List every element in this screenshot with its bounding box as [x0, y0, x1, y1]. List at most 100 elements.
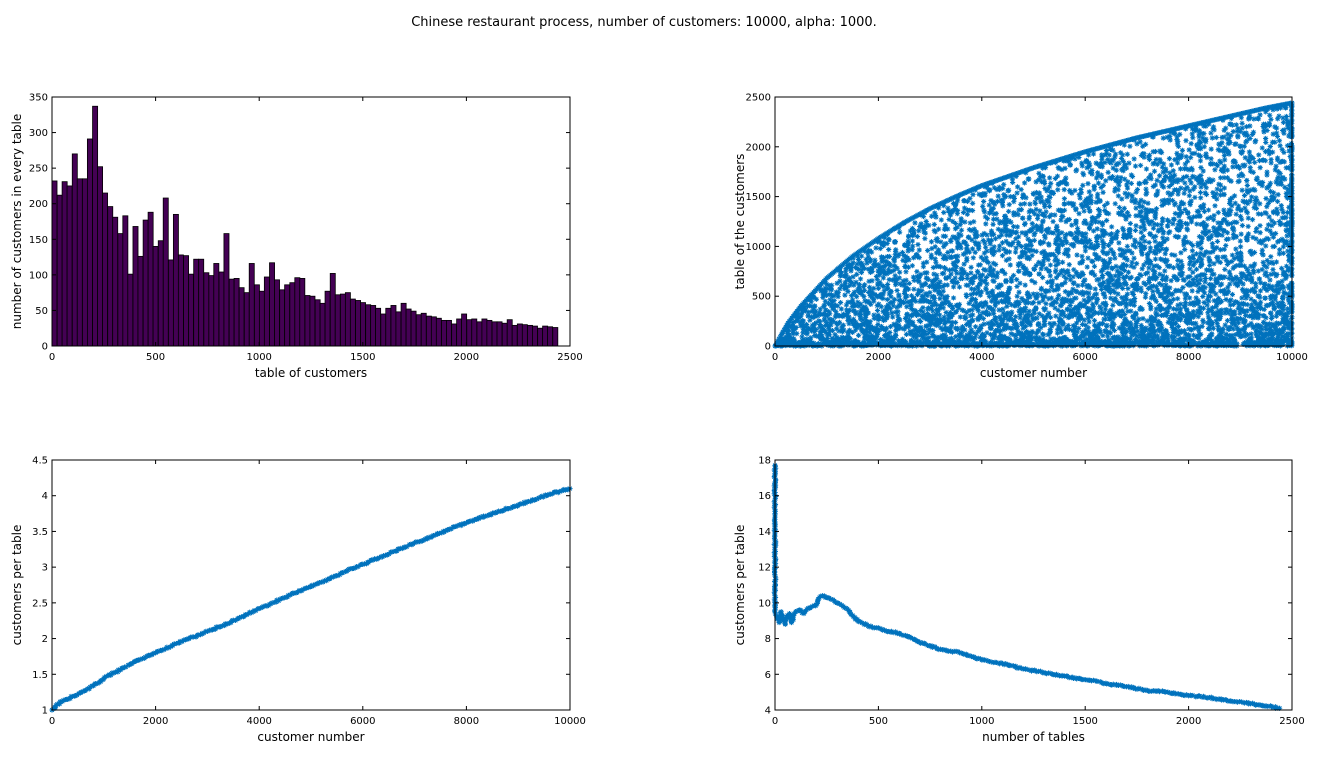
scatter-point [873, 273, 880, 280]
scatter-point [1103, 302, 1109, 308]
scatter-point [1275, 239, 1281, 245]
scatter-point [953, 194, 959, 200]
scatter-point [1233, 274, 1239, 280]
scatter-point [1091, 330, 1098, 337]
scatter-point [1170, 316, 1176, 322]
scatter-point [1257, 223, 1263, 229]
scatter-point [1070, 286, 1076, 292]
scatter-point [1085, 325, 1091, 331]
scatter-point [1188, 320, 1195, 326]
scatter-point [964, 189, 971, 195]
scatter-point [1061, 158, 1067, 164]
scatter-point [847, 282, 853, 289]
scatter-point [1039, 226, 1045, 232]
scatter-point [1004, 311, 1010, 317]
histogram-bar [198, 258, 205, 347]
scatter-point [1284, 312, 1290, 318]
scatter-point [1162, 251, 1168, 257]
scatter-point [950, 266, 956, 273]
scatter-point [1190, 253, 1196, 259]
scatter-point [998, 298, 1005, 304]
scatter-point [1133, 244, 1139, 250]
scatter-point [1269, 286, 1276, 293]
scatter-point [1169, 191, 1175, 197]
scatter-point [1219, 232, 1225, 238]
scatter-point [1131, 302, 1137, 308]
scatter-point [901, 290, 908, 297]
scatter-point [1188, 326, 1194, 333]
scatter-point [1077, 273, 1084, 279]
scatter-point [1261, 306, 1267, 312]
scatter-point [1250, 263, 1257, 269]
scatter-point [991, 278, 997, 284]
scatter-point [880, 291, 886, 297]
scatter-point [1277, 180, 1283, 186]
scatter-point [1143, 214, 1149, 220]
histogram-bar [284, 284, 291, 347]
axes-frame [51, 96, 571, 347]
scatter-point [793, 314, 799, 320]
scatter-point [1235, 203, 1242, 209]
histogram-bar [177, 254, 184, 347]
scatter-point [1170, 306, 1177, 312]
scatter-point [1125, 308, 1131, 314]
scatter-point [1043, 288, 1050, 294]
scatter-point [1096, 254, 1102, 261]
scatter-point [827, 311, 833, 317]
scatter-point [1046, 184, 1053, 190]
scatter-point [887, 324, 894, 330]
scatter-point [1047, 273, 1053, 279]
scatter-point [1079, 253, 1085, 259]
scatter-point [1219, 167, 1225, 173]
scatter-point [1051, 287, 1057, 293]
scatter-point [991, 231, 997, 237]
scatter-point [998, 232, 1005, 238]
x-tick-label: 1500 [350, 352, 375, 363]
scatter-point [1126, 160, 1132, 166]
scatter-point [793, 324, 799, 331]
scatter-point [1014, 224, 1020, 230]
scatter-point [1032, 280, 1038, 286]
scatter-point [1041, 321, 1047, 328]
scatter-point [1165, 319, 1171, 326]
histogram-bar [107, 206, 114, 347]
scatter-point [1034, 291, 1040, 297]
scatter-point [911, 331, 917, 337]
scatter-point [852, 319, 859, 325]
scatter-point [1147, 275, 1153, 281]
scatter-point [987, 269, 994, 275]
scatter-point [1197, 189, 1204, 196]
scatter-point [1283, 331, 1290, 338]
scatter-point [1140, 233, 1146, 240]
scatter-point [1172, 210, 1178, 217]
scatter-point [1017, 260, 1023, 266]
scatter-point [1267, 112, 1273, 118]
scatter-point [1196, 145, 1202, 151]
scatter-point [948, 323, 955, 329]
scatter-point [992, 328, 999, 334]
scatter-point [1268, 315, 1275, 322]
scatter-point [875, 285, 881, 292]
scatter-point [809, 308, 815, 315]
scatter-point [1086, 195, 1092, 201]
scatter-point [905, 255, 911, 262]
scatter-point [1080, 233, 1086, 240]
scatter-point [1263, 109, 1269, 115]
scatter-point [909, 263, 915, 269]
scatter-point [956, 284, 963, 290]
scatter-point [1200, 342, 1206, 348]
scatter-point [878, 304, 884, 310]
scatter-point [1043, 266, 1049, 272]
scatter-point [1110, 319, 1116, 325]
scatter-point [1175, 143, 1181, 150]
scatter-point [1088, 193, 1094, 199]
scatter-point [1206, 176, 1212, 182]
scatter-point [1236, 302, 1242, 308]
scatter-point [1237, 128, 1243, 135]
scatter-point [1274, 320, 1280, 326]
scatter-point [1261, 237, 1268, 243]
scatter-point [1283, 117, 1290, 123]
scatter-point [1148, 284, 1154, 290]
scatter-point [901, 252, 907, 259]
scatter-point [1110, 147, 1116, 153]
